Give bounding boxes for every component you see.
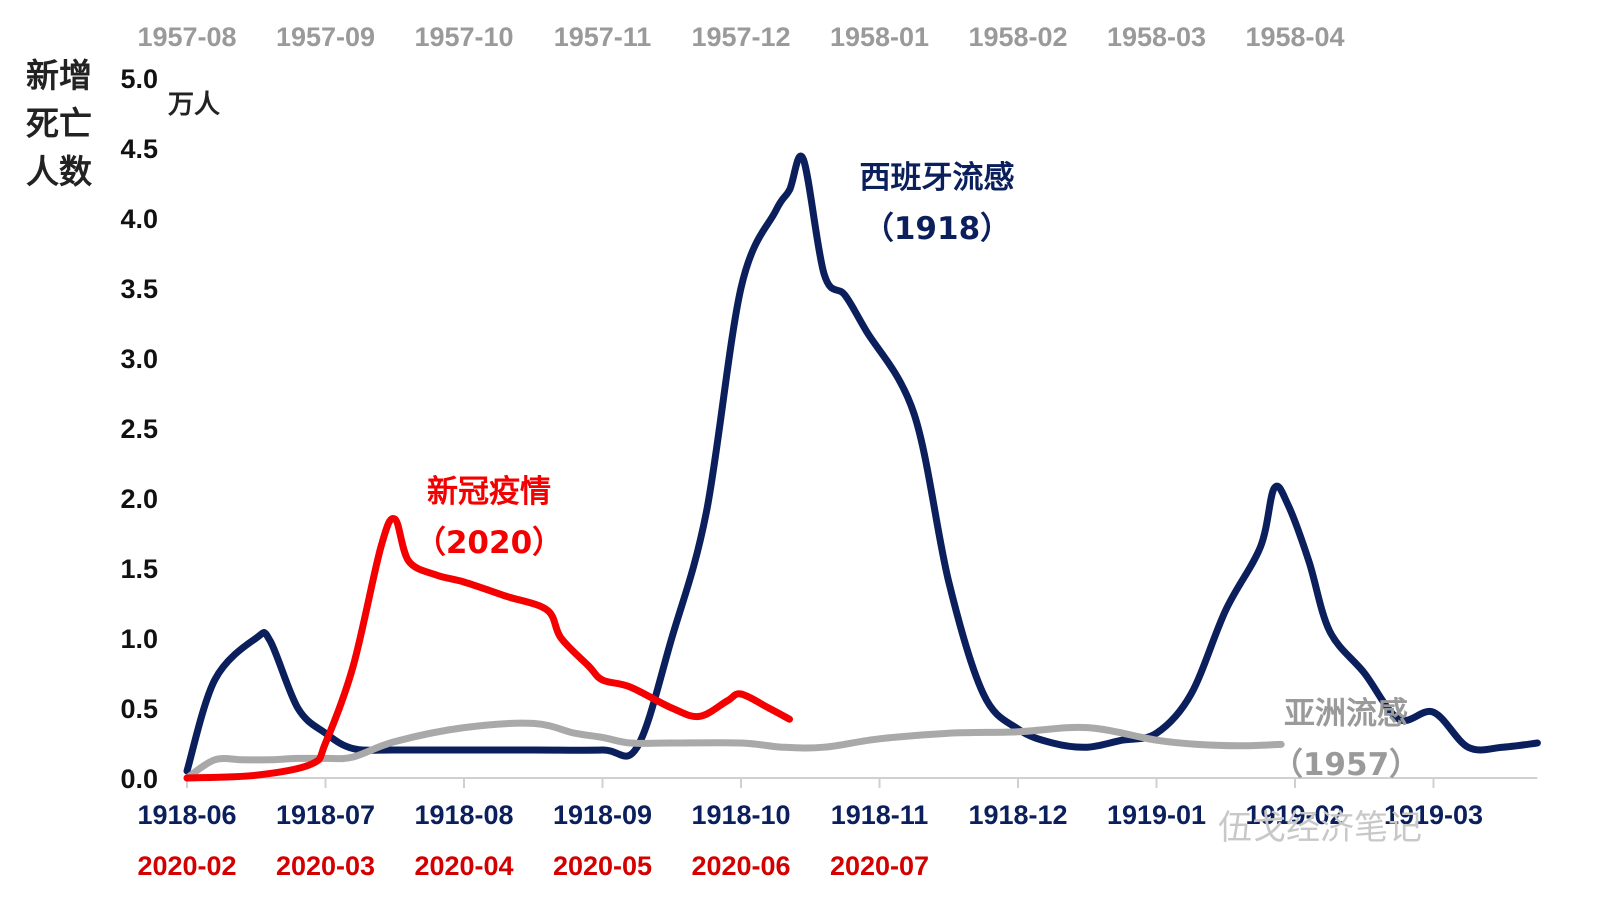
series-line-flu-1918: [183, 152, 1541, 775]
x-tick-label-1918: 1918-09: [553, 800, 652, 830]
annotation-flu-1918-year: （1918）: [862, 211, 1012, 247]
y-tick-label: 4.5: [120, 134, 158, 164]
annotation-covid-2020-year: （2020）: [414, 525, 564, 561]
x-tick-label-1918: 1918-08: [414, 800, 513, 830]
annotation-covid-2020: 新冠疫情 （2020）: [404, 466, 574, 562]
x-tick-label-1957: 1958-02: [968, 22, 1067, 52]
x-tick-label-2020: 2020-06: [691, 851, 790, 881]
annotation-flu-1918: 西班牙流感 （1918）: [842, 152, 1032, 248]
x-tick-label-2020: 2020-02: [137, 851, 236, 881]
x-tick-label-1957: 1957-08: [137, 22, 236, 52]
annotation-flu-1957: 亚洲流感 （1957）: [1266, 688, 1426, 784]
x-tick-label-2020: 2020-07: [830, 851, 929, 881]
x-tick-label-1957: 1957-11: [554, 22, 652, 52]
x-tick-label-1957: 1958-04: [1245, 22, 1344, 52]
annotation-flu-1957-name: 亚洲流感: [1284, 696, 1408, 732]
y-tick-labels: 0.0 0.5 1.0 1.5 2.0 2.5 3.0 3.5 4.0 4.5 5.0: [120, 64, 158, 794]
annotation-flu-1957-year: （1957）: [1271, 747, 1421, 783]
x-tick-label-2020: 2020-04: [414, 851, 513, 881]
x-tick-label-1918: 1918-10: [691, 800, 790, 830]
y-tick-label: 2.5: [120, 414, 158, 444]
y-tick-label: 0.0: [120, 764, 158, 794]
x-tick-label-1957: 1957-09: [276, 22, 375, 52]
x-tick-label-1918: 1918-07: [276, 800, 375, 830]
annotation-covid-2020-name: 新冠疫情: [427, 474, 551, 510]
x-tick-labels: 1918-06 1918-07 1918-08 1918-09 1918-10 1918-…: [137, 22, 1483, 881]
series-lines: [183, 152, 1541, 782]
x-axis: [186, 777, 1538, 788]
y-tick-label: 1.5: [120, 554, 158, 584]
y-tick-label: 3.0: [120, 344, 158, 374]
x-tick-label-1918: 1918-12: [968, 800, 1067, 830]
x-tick-label-1918: 1918-06: [137, 800, 236, 830]
x-tick-label-1957: 1958-01: [830, 22, 929, 52]
y-tick-label: 2.0: [120, 484, 158, 514]
y-tick-label: 1.0: [120, 624, 158, 654]
series-line-flu-1957: [183, 719, 1285, 782]
annotation-flu-1918-name: 西班牙流感: [859, 160, 1015, 196]
y-tick-label: 3.5: [120, 274, 158, 304]
x-tick-label-2020: 2020-05: [553, 851, 652, 881]
y-tick-label: 0.5: [120, 694, 158, 724]
y-axis-title: 新增死亡人数: [26, 56, 92, 191]
x-tick-label-1918: 1919-02: [1245, 800, 1344, 830]
y-tick-label: 4.0: [120, 204, 158, 234]
watermark: 伍戈经济笔记: [1218, 808, 1422, 848]
x-tick-label-2020: 2020-03: [276, 851, 375, 881]
x-tick-label-1957: 1958-03: [1107, 22, 1206, 52]
x-tick-label-1918: 1919-01: [1107, 800, 1206, 830]
series-line-covid-2020: [183, 515, 793, 782]
x-tick-label-1957: 1957-10: [414, 22, 513, 52]
y-tick-label: 5.0: [120, 64, 158, 94]
x-tick-label-1957: 1957-12: [691, 22, 790, 52]
x-tick-label-1918: 1919-03: [1384, 800, 1483, 830]
y-axis-unit: 万人: [168, 90, 221, 120]
x-tick-label-1918: 1918-11: [831, 800, 929, 830]
